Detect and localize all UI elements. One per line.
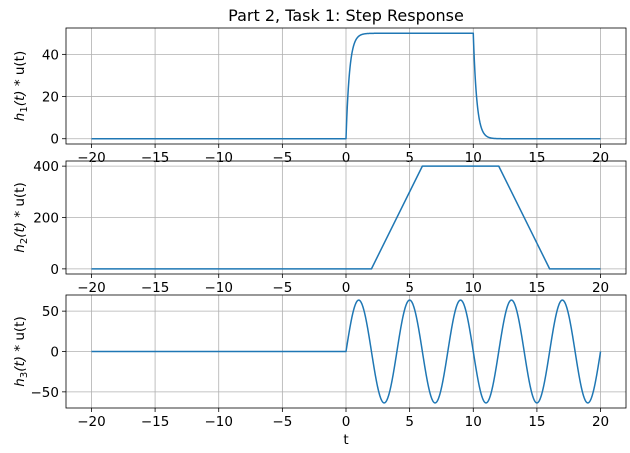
- y-axis-label-1: h1(t) * u(t): [12, 51, 30, 121]
- x-tick-label: −5: [272, 414, 292, 430]
- x-tick-label: −15: [141, 280, 170, 296]
- y-tick-label: 50: [42, 304, 59, 320]
- y-tick-label: 0: [50, 262, 59, 278]
- y-ticks: −50 0 50: [31, 304, 66, 401]
- x-tick-label: 0: [342, 150, 351, 166]
- y-tick-label: 200: [33, 211, 59, 227]
- x-ticks: −20 −15 −10 −5 0 5 10 15 20: [77, 274, 609, 296]
- y-tick-label: 400: [33, 159, 59, 175]
- x-tick-label: 5: [405, 414, 414, 430]
- y-tick-label: 0: [50, 132, 59, 148]
- x-tick-label: 15: [528, 280, 545, 296]
- y-tick-label: −50: [31, 385, 60, 401]
- grid-lines: [66, 161, 626, 274]
- x-tick-label: 10: [465, 280, 482, 296]
- x-tick-label: 15: [528, 150, 545, 166]
- x-tick-label: 10: [465, 414, 482, 430]
- chart-title: Part 2, Task 1: Step Response: [228, 6, 464, 25]
- x-tick-label: −15: [141, 414, 170, 430]
- x-tick-label: 20: [592, 150, 609, 166]
- y-tick-label: 40: [42, 47, 59, 63]
- x-tick-label: 10: [465, 150, 482, 166]
- x-tick-label: 0: [342, 280, 351, 296]
- y-axis-label-3: h3(t) * u(t): [12, 316, 30, 386]
- x-tick-label: 20: [592, 280, 609, 296]
- x-tick-label: 5: [405, 150, 414, 166]
- y-ticks: 0 20 40: [42, 47, 66, 148]
- x-tick-label: −20: [77, 150, 106, 166]
- x-tick-label: −10: [204, 150, 233, 166]
- series-line-2: [91, 165, 601, 270]
- x-tick-label: 15: [528, 414, 545, 430]
- x-tick-label: 0: [342, 414, 351, 430]
- series-line-1: [90, 32, 602, 140]
- subplot-1: −20 −15 −10 −5 0 5 10 15 20 0 20 40 h1(t) * u(t): [12, 27, 627, 166]
- y-ticks: 0 200 400: [33, 159, 66, 278]
- x-tick-label: −5: [272, 280, 292, 296]
- x-tick-label: 20: [592, 414, 609, 430]
- x-axis-label: t: [343, 432, 348, 448]
- x-tick-label: −10: [204, 414, 233, 430]
- y-axis-label-2: h2(t) * u(t): [12, 182, 30, 252]
- y-tick-label: 20: [42, 90, 59, 106]
- y-tick-label: 0: [50, 345, 59, 361]
- x-tick-label: −20: [77, 280, 106, 296]
- x-tick-label: −15: [141, 150, 170, 166]
- x-ticks: −20 −15 −10 −5 0 5 10 15 20: [77, 408, 609, 430]
- x-tick-label: −5: [272, 150, 292, 166]
- x-tick-label: 5: [405, 280, 414, 296]
- x-tick-label: −20: [77, 414, 106, 430]
- series-line-3: [90, 299, 602, 404]
- x-tick-label: −10: [204, 280, 233, 296]
- x-ticks: −20 −15 −10 −5 0 5 10 15 20: [77, 144, 609, 166]
